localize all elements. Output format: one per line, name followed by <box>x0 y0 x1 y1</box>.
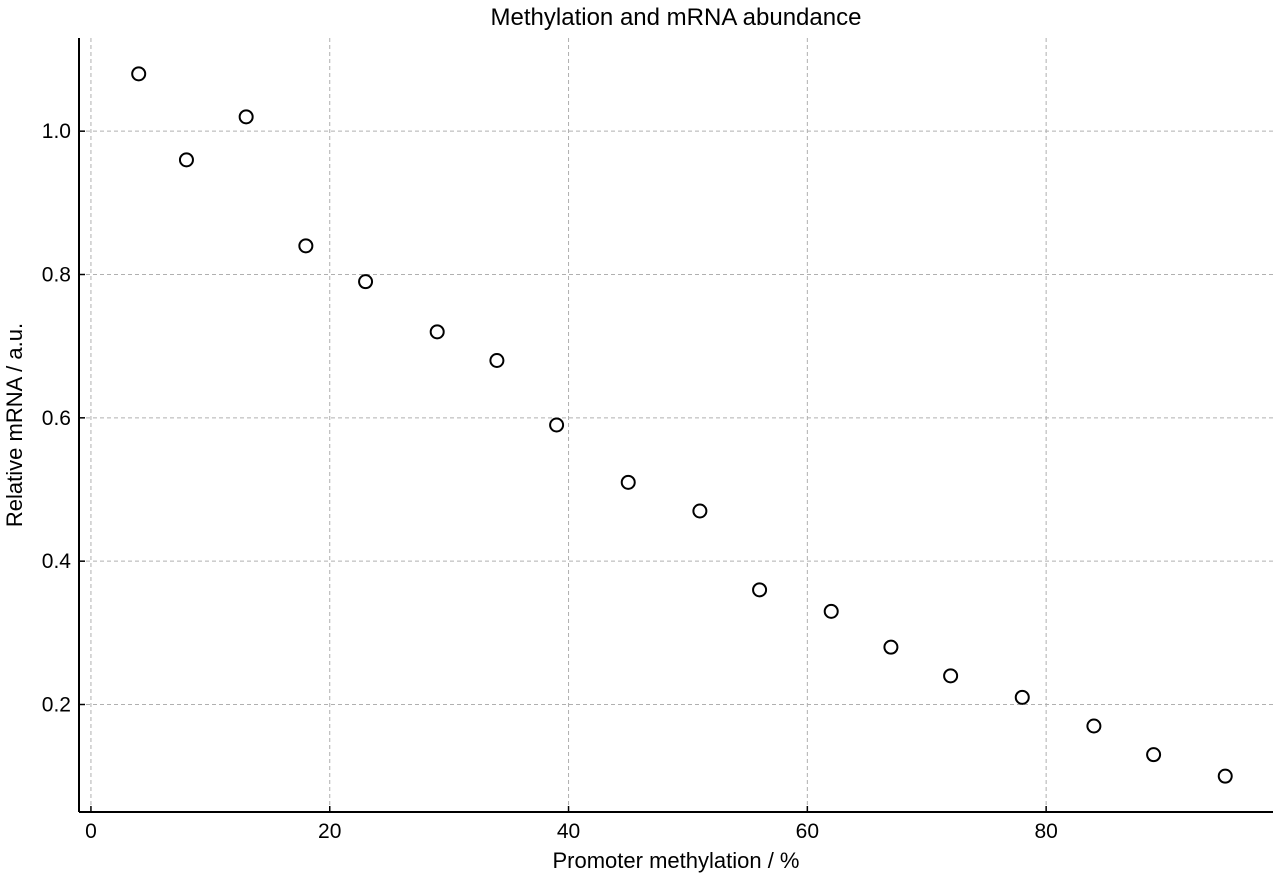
data-point <box>1217 768 1233 784</box>
data-point <box>358 274 374 290</box>
y-tick-label: 0.2 <box>42 694 71 717</box>
data-point <box>1146 747 1162 763</box>
data-point <box>823 603 839 619</box>
data-point <box>1014 689 1030 705</box>
data-point <box>489 353 505 368</box>
data-point <box>620 474 636 490</box>
data-point <box>131 66 147 82</box>
y-tick-label: 1.0 <box>42 120 71 143</box>
data-point <box>1086 718 1102 734</box>
x-tick-label: 60 <box>796 820 819 843</box>
grid <box>79 38 1273 812</box>
data-point <box>238 109 254 125</box>
ticks: 0 20 40 60 80 0.2 0.4 0.6 0.8 1.0 <box>42 120 1058 843</box>
y-axis-label: Relative mRNA / a.u. <box>2 323 27 527</box>
data-point <box>549 417 565 433</box>
y-tick-label: 0.8 <box>42 264 71 287</box>
x-tick-label: 20 <box>318 820 341 843</box>
chart-title: Methylation and mRNA abundance <box>491 4 862 31</box>
data-point <box>429 324 445 340</box>
x-axis-label: Promoter methylation / % <box>553 848 800 873</box>
x-tick-label: 80 <box>1034 820 1057 843</box>
data-points <box>131 66 1233 784</box>
x-tick-label: 40 <box>557 820 580 843</box>
data-point <box>752 582 768 598</box>
data-point <box>883 639 899 655</box>
data-point <box>298 238 314 254</box>
x-tick-label: 0 <box>85 820 97 843</box>
y-tick-label: 0.6 <box>42 407 71 430</box>
data-point <box>692 503 708 519</box>
y-tick-label: 0.4 <box>42 550 72 573</box>
axes <box>78 38 1273 813</box>
data-point <box>178 152 194 168</box>
data-point <box>943 668 959 684</box>
